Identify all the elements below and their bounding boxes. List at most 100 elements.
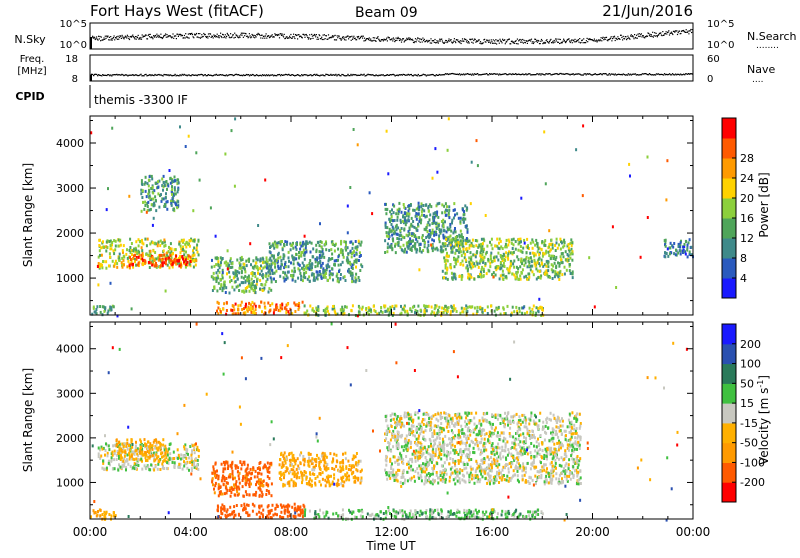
echo-pixel — [406, 219, 408, 222]
echo-pixel — [514, 276, 516, 279]
noise-point — [412, 39, 413, 40]
noise-point — [253, 36, 254, 37]
noise-point — [351, 36, 352, 37]
echo-pixel — [449, 239, 451, 242]
echo-pixel — [414, 311, 416, 314]
echo-pixel — [461, 310, 463, 313]
echo-pixel — [319, 270, 321, 273]
freq-point — [608, 74, 609, 75]
noise-point — [129, 39, 130, 40]
noise-point — [440, 40, 441, 41]
echo-pixel — [314, 279, 316, 282]
echo-pixel — [105, 250, 107, 253]
echo-pixel — [190, 260, 192, 263]
echo-pixel — [400, 305, 402, 308]
noise-point — [230, 33, 231, 34]
noise-point — [439, 39, 440, 40]
noise-pixel — [227, 268, 229, 271]
echo-pixel — [502, 270, 504, 273]
noise-right-tick-high: 10^5 — [707, 19, 734, 30]
echo-pixel — [489, 241, 491, 244]
noise-point — [570, 42, 571, 43]
echo-pixel — [264, 274, 266, 277]
noise-point — [576, 41, 577, 42]
noise-point — [282, 35, 283, 36]
noise-point — [375, 41, 376, 42]
noise-point — [370, 39, 371, 40]
echo-pixel — [680, 253, 682, 256]
echo-pixel — [670, 242, 672, 245]
echo-pixel — [99, 305, 101, 308]
noise-point — [326, 35, 327, 36]
echo-pixel — [418, 213, 420, 216]
noise-pixel — [192, 209, 194, 212]
echo-pixel — [314, 265, 316, 268]
echo-pixel — [385, 212, 387, 215]
noise-point — [239, 35, 240, 36]
echo-pixel — [690, 246, 692, 249]
echo-pixel — [324, 243, 326, 246]
echo-pixel — [147, 465, 149, 468]
echo-pixel — [101, 254, 103, 257]
noise-point — [619, 39, 620, 40]
noise-left-tick-low: 10^0 — [60, 40, 87, 51]
noise-point — [247, 36, 248, 37]
echo-pixel — [491, 244, 493, 247]
echo-pixel — [476, 306, 478, 309]
echo-pixel — [485, 262, 487, 265]
echo-pixel — [482, 250, 484, 253]
noise-pixel — [369, 191, 371, 194]
echo-pixel — [279, 256, 281, 259]
noise-point — [461, 41, 462, 42]
echo-pixel — [513, 310, 515, 313]
echo-pixel — [107, 312, 109, 315]
echo-pixel — [455, 249, 457, 252]
noise-point — [489, 40, 490, 41]
echo-pixel — [462, 236, 464, 239]
echo-pixel — [353, 254, 355, 257]
echo-pixel — [433, 239, 435, 242]
noise-point — [495, 43, 496, 44]
echo-pixel — [538, 310, 540, 313]
echo-pixel — [350, 309, 352, 312]
noise-point — [617, 39, 618, 40]
echo-pixel — [150, 463, 152, 466]
noise-point — [136, 39, 137, 40]
noise-sky-label: N.Sky — [14, 33, 46, 46]
echo-pixel — [233, 288, 235, 291]
echo-pixel — [173, 207, 175, 210]
echo-pixel — [337, 280, 339, 283]
noise-point — [475, 39, 476, 40]
echo-pixel — [440, 248, 442, 251]
freq-point — [648, 74, 649, 75]
echo-pixel — [435, 222, 437, 225]
echo-pixel — [211, 266, 213, 269]
noise-point — [266, 38, 267, 39]
echo-pixel — [474, 307, 476, 310]
echo-pixel — [512, 247, 514, 250]
echo-pixel — [445, 248, 447, 251]
echo-pixel — [336, 275, 338, 278]
noise-point — [219, 35, 220, 36]
echo-pixel — [307, 264, 309, 267]
noise-point — [612, 38, 613, 39]
echo-pixel — [291, 244, 293, 247]
echo-pixel — [412, 232, 414, 235]
echo-pixel — [108, 462, 110, 465]
echo-pixel — [685, 240, 687, 243]
echo-pixel — [534, 244, 536, 247]
noise-pixel — [319, 222, 321, 225]
echo-pixel — [347, 259, 349, 262]
echo-pixel — [535, 239, 537, 242]
echo-pixel — [404, 248, 406, 251]
echo-pixel — [241, 256, 243, 259]
echo-pixel — [129, 449, 131, 452]
colorbar-swatch — [722, 178, 736, 199]
echo-pixel — [562, 252, 564, 255]
noise-pixel — [471, 161, 473, 164]
echo-pixel — [296, 253, 298, 256]
noise-point — [423, 40, 424, 41]
noise-point — [613, 36, 614, 37]
echo-pixel — [355, 273, 357, 276]
noise-point — [185, 33, 186, 34]
